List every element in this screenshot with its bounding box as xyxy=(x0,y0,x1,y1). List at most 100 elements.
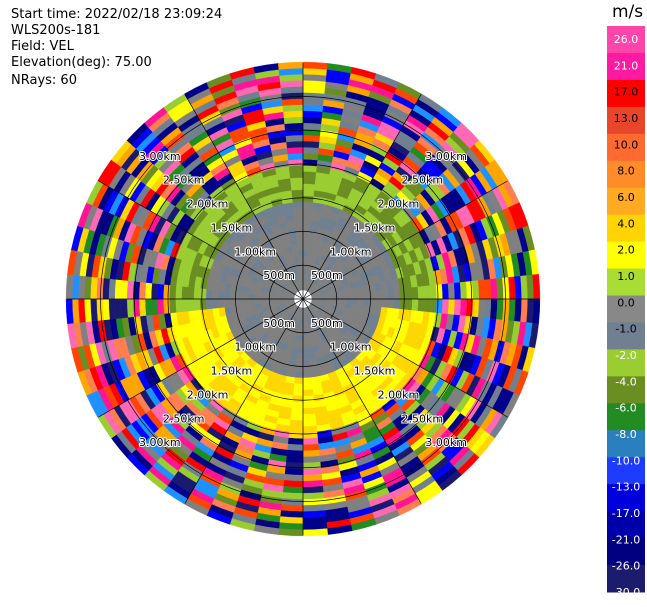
velocity-gate xyxy=(102,298,110,321)
velocity-gate xyxy=(514,275,522,300)
colorbar-segment xyxy=(607,403,645,431)
range-ring-label: 1.00km xyxy=(234,245,276,258)
velocity-gate xyxy=(399,287,407,300)
colorbar-tick-label: 1.0 xyxy=(617,270,635,283)
velocity-gate xyxy=(102,277,110,300)
velocity-gate xyxy=(235,291,243,300)
azimuth-line xyxy=(184,298,304,504)
velocity-gate xyxy=(286,140,304,149)
velocity-gate xyxy=(150,298,159,316)
velocity-gate xyxy=(302,165,318,173)
velocity-gate xyxy=(459,298,468,317)
velocity-gate xyxy=(217,298,225,309)
azimuth-line xyxy=(98,180,304,300)
velocity-gate xyxy=(302,104,324,112)
velocity-gate xyxy=(302,322,307,330)
velocity-gate xyxy=(144,298,153,316)
colorbar-segment xyxy=(607,457,645,485)
range-ring-label: 1.50km xyxy=(354,221,396,234)
velocity-gate xyxy=(282,486,304,494)
velocity-gate xyxy=(302,80,327,88)
colorbar-tick-label: 8.0 xyxy=(617,165,635,178)
velocity-gate xyxy=(484,298,492,319)
velocity-gate xyxy=(520,298,528,323)
velocity-gate xyxy=(302,159,318,167)
range-ring-label: 1.00km xyxy=(330,245,372,258)
velocity-gate xyxy=(199,298,207,311)
velocity-gate xyxy=(223,290,231,300)
velocity-gate xyxy=(285,455,304,464)
velocity-gate xyxy=(447,298,456,316)
velocity-gate xyxy=(294,219,304,227)
colorbar-segment xyxy=(607,295,645,323)
elevation-label: Elevation(deg): 75.00 xyxy=(11,55,152,70)
velocity-gate xyxy=(302,238,310,245)
velocity-gate xyxy=(299,268,304,276)
colorbar-segment xyxy=(607,349,645,377)
velocity-gate xyxy=(447,282,456,300)
velocity-gate xyxy=(120,279,129,300)
range-ring-label: 2.00km xyxy=(378,388,420,401)
velocity-gate xyxy=(508,298,516,322)
velocity-gate xyxy=(205,298,213,310)
velocity-gate xyxy=(163,284,171,300)
velocity-gate xyxy=(302,480,323,488)
velocity-gate xyxy=(279,510,304,518)
range-ring-label: 1.00km xyxy=(234,341,276,354)
azimuth-line xyxy=(184,94,304,300)
colorbar: 26.0 21.0 17.0 13.0 10.0 8.0 6.0 4.0 2.0 1.0 0.0 -1… xyxy=(607,26,645,599)
velocity-gate xyxy=(242,298,249,306)
velocity-gate xyxy=(302,383,313,391)
range-ring-label: 500m xyxy=(263,269,295,282)
velocity-gate xyxy=(281,498,304,506)
velocity-gate xyxy=(302,407,316,415)
velocity-gate xyxy=(307,340,314,348)
velocity-gate xyxy=(405,298,413,311)
colorbar-segment xyxy=(607,214,645,243)
range-ring-label: 2.00km xyxy=(187,198,229,211)
velocity-gate xyxy=(302,244,309,251)
azimuth-line xyxy=(302,298,422,504)
velocity-gate xyxy=(84,298,92,323)
velocity-gate xyxy=(302,516,327,524)
velocity-gate xyxy=(459,281,468,300)
velocity-gate xyxy=(363,291,371,300)
velocity-gate xyxy=(441,283,450,300)
velocity-gate xyxy=(381,298,389,309)
velocity-gate xyxy=(326,295,334,300)
velocity-gate xyxy=(411,298,419,312)
velocity-gate xyxy=(302,316,306,324)
velocity-gate xyxy=(302,473,323,482)
colorbar-tick-label: 10.0 xyxy=(614,138,639,151)
velocity-gate xyxy=(302,353,310,360)
velocity-gate xyxy=(302,504,326,512)
colorbar-segment xyxy=(607,241,645,270)
velocity-gate xyxy=(302,431,318,439)
azimuth-line xyxy=(302,298,508,418)
velocity-gate xyxy=(297,347,304,354)
velocity-gate xyxy=(169,298,177,314)
velocity-gate xyxy=(114,298,122,319)
range-ring-label: 1.50km xyxy=(354,365,396,378)
range-ring-label: 2.50km xyxy=(163,412,205,425)
velocity-gate xyxy=(296,353,304,360)
velocity-gate xyxy=(297,341,304,348)
colorbar-tick-label: 21.0 xyxy=(614,59,639,72)
velocity-gate xyxy=(532,298,541,324)
velocity-gate xyxy=(502,298,510,321)
velocity-gate xyxy=(289,419,304,427)
colorbar-segment xyxy=(607,160,645,189)
velocity-gate xyxy=(248,298,255,305)
velocity-gate xyxy=(302,177,316,185)
velocity-gate xyxy=(284,467,304,476)
colorbar-segment xyxy=(607,106,645,135)
velocity-gate xyxy=(90,298,98,322)
velocity-gate xyxy=(294,371,304,379)
velocity-gate xyxy=(223,298,231,308)
range-ring-label: 3.00km xyxy=(425,436,467,449)
velocity-gate xyxy=(320,296,328,300)
colorbar-segment xyxy=(607,484,645,512)
velocity-gate xyxy=(290,407,304,415)
velocity-gate xyxy=(435,298,443,314)
velocity-gate xyxy=(108,278,116,300)
